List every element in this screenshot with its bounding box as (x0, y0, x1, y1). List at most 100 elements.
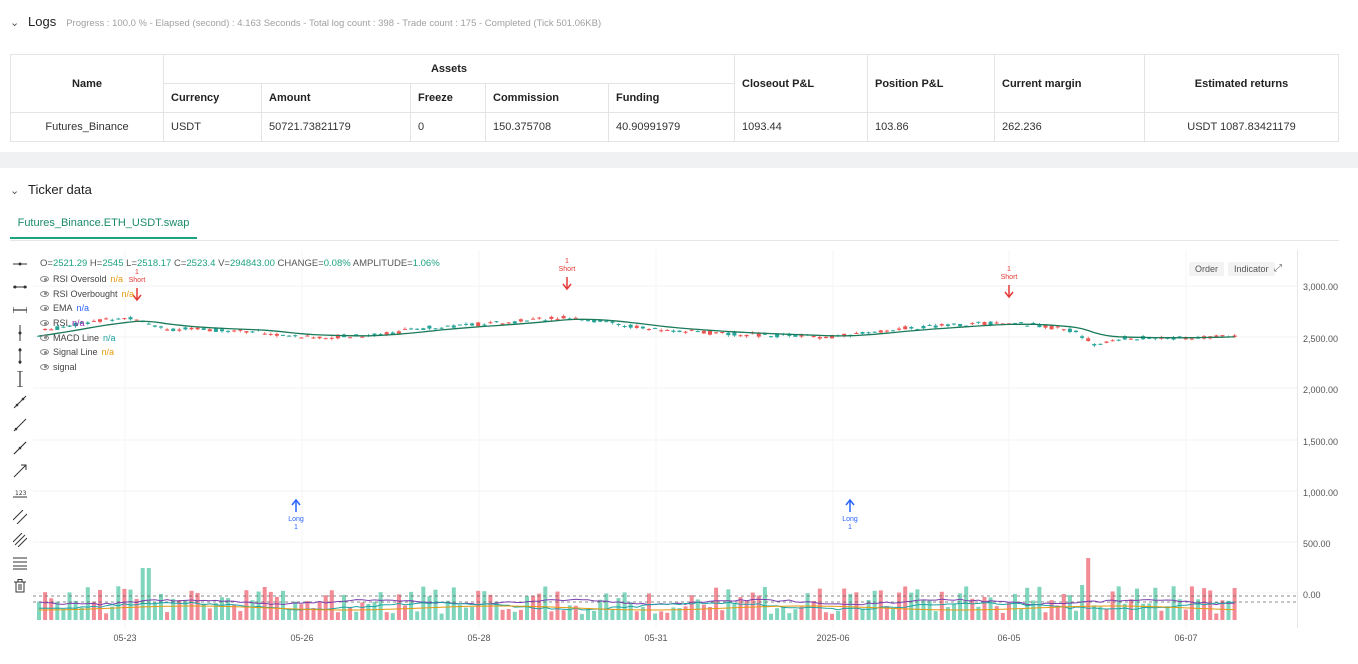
volume-bar (732, 603, 737, 620)
legend-ema[interactable]: EMA n/a (40, 301, 134, 316)
vertical-segment-icon[interactable] (10, 346, 30, 366)
time-axis: 05-23 05-26 05-28 05-31 2025-06 06-05 06… (33, 628, 1298, 648)
eye-icon[interactable] (40, 276, 49, 283)
ticker-header[interactable]: ⌄ Ticker data (10, 182, 92, 197)
candle-body (1080, 336, 1085, 338)
candle-body (1092, 344, 1097, 346)
price-line-icon[interactable]: 123 (10, 484, 30, 504)
candle-body (116, 318, 121, 320)
arrow-line-icon[interactable] (10, 461, 30, 481)
chevron-down-icon[interactable]: ⌄ (10, 185, 20, 197)
volume-bar (366, 603, 371, 620)
y-tick-label: 3,000.00 (1303, 282, 1339, 292)
legend-signal[interactable]: signal (40, 360, 134, 375)
order-button[interactable]: Order (1189, 262, 1225, 276)
tab-eth-usdt-swap[interactable]: Futures_Binance.ETH_USDT.swap (10, 208, 197, 239)
volume-bar (445, 600, 450, 620)
signal-count-label: 1 (1007, 266, 1011, 273)
volume-bar (683, 606, 688, 620)
volume-bar (1104, 608, 1109, 620)
x-tick-label: 05-28 (467, 633, 491, 643)
volume-bar (958, 593, 963, 620)
candle-body (134, 319, 139, 321)
volume-bar (628, 602, 633, 620)
volume-bar (756, 595, 761, 620)
cell-estimated-returns: USDT 1087.83421179 (1144, 112, 1339, 142)
candle-body (994, 322, 999, 324)
volume-bar (555, 591, 560, 620)
candle-body (49, 329, 54, 331)
expand-icon[interactable]: ⤢ (1274, 263, 1282, 274)
horizontal-ray-icon[interactable] (10, 300, 30, 320)
trend-line-icon[interactable] (10, 392, 30, 412)
candle-body (945, 324, 950, 326)
volume-bar (457, 604, 462, 620)
logs-header[interactable]: ⌄ Logs Progress : 100.0 % - Elapsed (sec… (10, 14, 601, 29)
candle-body (213, 328, 218, 332)
candle-body (445, 325, 450, 327)
candle-body (860, 332, 865, 334)
candle-body (714, 332, 719, 334)
candle-body (427, 325, 432, 329)
vertical-ray-icon[interactable] (10, 369, 30, 389)
legend-rsi[interactable]: RSI n/a (40, 316, 134, 331)
volume-bar (1037, 586, 1042, 620)
eye-icon[interactable] (40, 305, 49, 312)
indicator-button[interactable]: Indicator (1228, 262, 1275, 276)
candle-body (250, 331, 255, 333)
candle-body (671, 330, 676, 332)
candle-body (372, 333, 377, 336)
volume-bar (823, 612, 828, 620)
volume-bar (299, 604, 304, 620)
extended-line-icon[interactable] (10, 438, 30, 458)
eye-icon[interactable] (40, 320, 49, 327)
parallel-channel-icon[interactable] (10, 507, 30, 527)
fib-channel-icon[interactable] (10, 530, 30, 550)
volume-bar (360, 602, 365, 620)
volume-bar (659, 611, 664, 620)
ray-line-icon[interactable] (10, 415, 30, 435)
vertical-line-icon[interactable] (10, 323, 30, 343)
candle-body (884, 330, 889, 332)
candle-body (891, 330, 895, 332)
legend-signal-line[interactable]: Signal Line n/a (40, 345, 134, 360)
volume-bar (567, 605, 572, 620)
fib-retracement-icon[interactable] (10, 553, 30, 573)
candle-body (1116, 339, 1121, 341)
legend-rsi-overbought[interactable]: RSI Overbought n/a (40, 287, 134, 302)
eye-icon[interactable] (40, 363, 49, 370)
candle-body (622, 326, 627, 328)
cell-funding: 40.90991979 (608, 112, 735, 142)
candle-body (335, 334, 340, 339)
ohlc-volume: 294843.00 (229, 258, 275, 269)
volume-bar (55, 601, 60, 620)
volume-bar (1135, 588, 1139, 620)
candle-body (104, 318, 109, 320)
candle-body (1232, 335, 1237, 338)
horizontal-line-icon[interactable] (10, 277, 30, 297)
legend-rsi-oversold[interactable]: RSI Oversold n/a (40, 272, 134, 287)
volume-bar (165, 612, 170, 620)
candle-body (775, 333, 780, 338)
legend-macd-line[interactable]: MACD Line n/a (40, 330, 134, 345)
volume-bar (622, 592, 627, 620)
trash-icon[interactable] (10, 576, 30, 596)
crosshair-icon[interactable] (10, 254, 30, 274)
candle-body (842, 333, 847, 336)
ticker-title: Ticker data (28, 182, 92, 197)
volume-bar (817, 588, 822, 620)
x-tick-label: 05-31 (644, 633, 668, 643)
volume-bar (970, 598, 975, 620)
candle-body (677, 330, 682, 333)
header-amount: Amount (261, 83, 411, 113)
candle-body (67, 325, 72, 327)
eye-icon[interactable] (40, 334, 49, 341)
chevron-down-icon[interactable]: ⌄ (10, 17, 20, 29)
eye-icon[interactable] (40, 290, 49, 297)
ohlc-readout: O=2521.29 H=2545 L=2518.17 C=2523.4 V=29… (40, 258, 440, 269)
eye-icon[interactable] (40, 349, 49, 356)
volume-bar (1202, 588, 1207, 620)
y-tick-label: 1,000.00 (1303, 488, 1339, 498)
candle-body (207, 329, 212, 332)
